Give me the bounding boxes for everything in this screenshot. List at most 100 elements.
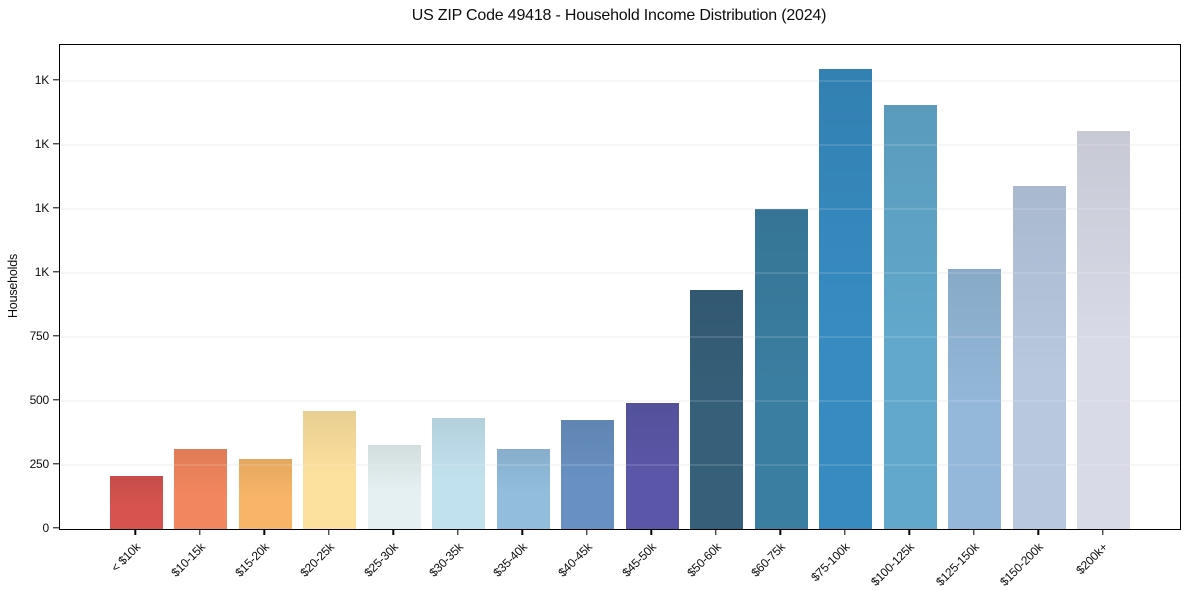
bar-slot — [943, 45, 1008, 529]
gridline-overlay — [60, 144, 1180, 146]
gridline-overlay — [60, 272, 1180, 274]
bar-slot — [104, 45, 169, 529]
gridline — [60, 80, 1180, 82]
y-tick-mark — [53, 271, 59, 273]
x-tick-mark — [779, 529, 781, 535]
bar-25-30k — [367, 444, 421, 529]
bar-60-75k — [754, 209, 808, 529]
gridline — [60, 464, 1180, 466]
bar-30-35k — [432, 418, 486, 529]
gridline-overlay — [60, 80, 1180, 82]
x-tick-mark — [715, 529, 717, 535]
x-tick-label: $100-125k — [868, 540, 918, 589]
x-tick-label: $45-50k — [619, 540, 660, 580]
bar-50-60k — [690, 289, 744, 529]
bar-10-15k — [174, 449, 228, 529]
bar-slot — [233, 45, 298, 529]
x-tick-mark — [328, 529, 330, 535]
bar-slot — [169, 45, 234, 529]
bar-slot — [556, 45, 621, 529]
gridline — [60, 144, 1180, 146]
x-tick-mark — [908, 529, 910, 535]
bar-75-100k — [819, 68, 873, 529]
bar-10k — [109, 475, 163, 529]
y-tick-mark — [53, 207, 59, 209]
gridline-overlay — [60, 400, 1180, 402]
y-tick-mark — [53, 335, 59, 337]
x-tick-mark — [586, 529, 588, 535]
x-tick-label: $50-60k — [684, 540, 724, 580]
y-tick-label: 250 — [29, 456, 50, 471]
y-tick-label: 750 — [29, 328, 50, 343]
x-tick-mark — [199, 529, 201, 535]
x-tick-mark — [134, 529, 136, 535]
x-tick-mark — [973, 529, 975, 535]
y-tick-label: 1K — [34, 136, 49, 151]
x-tick-label: $30-35k — [426, 540, 466, 580]
bar-100-125k — [883, 105, 937, 529]
bar-slot — [814, 45, 879, 529]
y-tick-mark — [53, 527, 59, 529]
x-tick-label: $200k+ — [1073, 540, 1111, 578]
bar-slot — [1007, 45, 1072, 529]
bar-slot — [362, 45, 427, 529]
gridline-overlay — [60, 336, 1180, 338]
gridline-overlay — [60, 208, 1180, 210]
x-tick-label: $20-25k — [297, 540, 337, 580]
x-tick-label: $60-75k — [748, 540, 789, 580]
bars-layer — [60, 45, 1180, 529]
y-tick-label: 1K — [34, 264, 49, 279]
x-tick-mark — [392, 529, 394, 535]
gridline-overlay — [60, 464, 1180, 466]
x-tick-label: $75-100k — [808, 540, 853, 585]
plot-area — [59, 44, 1181, 530]
x-tick-label: < $10k — [108, 540, 144, 575]
bar-slot — [491, 45, 556, 529]
bar-slot — [749, 45, 814, 529]
bar-slot — [685, 45, 750, 529]
x-tick-mark — [1102, 529, 1104, 535]
x-tick-label: $10-15k — [168, 540, 208, 580]
bar-125-150k — [948, 268, 1002, 529]
x-tick-mark — [521, 529, 523, 535]
x-tick-label: $125-150k — [932, 540, 982, 589]
x-tick-label: $150-200k — [997, 540, 1047, 589]
bar-slot — [878, 45, 943, 529]
x-tick-mark — [650, 529, 652, 535]
y-tick-mark — [53, 463, 59, 465]
x-tick-mark — [457, 529, 459, 535]
x-tick-label: $25-30k — [361, 540, 402, 580]
y-tick-mark — [53, 399, 59, 401]
chart-title: US ZIP Code 49418 - Household Income Dis… — [411, 7, 827, 24]
x-axis: < $10k $10-15k $15-20k $20-25k $25-30k $30-35… — [59, 529, 1179, 590]
y-tick-mark — [53, 143, 59, 145]
y-tick-label: 0 — [42, 521, 50, 535]
y-tick-label: 500 — [29, 392, 50, 407]
gridline — [60, 336, 1180, 338]
gridline — [60, 272, 1180, 274]
x-tick-mark — [844, 529, 846, 535]
bar-slot — [427, 45, 492, 529]
x-tick-label: $35-40k — [490, 540, 531, 580]
bar-slot — [1072, 45, 1137, 529]
bar-200k+ — [1077, 131, 1131, 529]
bar-150-200k — [1012, 185, 1066, 529]
x-tick-label: $40-45k — [555, 540, 595, 580]
y-tick-label: 1K — [34, 72, 49, 87]
x-tick-mark — [263, 529, 265, 535]
x-tick-mark — [1037, 529, 1039, 535]
gridline — [60, 208, 1180, 210]
bar-15-20k — [238, 458, 292, 529]
bar-20-25k — [303, 411, 357, 529]
bar-40-45k — [561, 420, 615, 529]
bar-slot — [620, 45, 685, 529]
gridline — [60, 400, 1180, 402]
bar-slot — [298, 45, 363, 529]
y-tick-label: 1K — [34, 200, 49, 215]
bar-35-40k — [496, 449, 550, 529]
x-tick-label: $15-20k — [232, 540, 273, 580]
bar-45-50k — [625, 403, 679, 529]
y-tick-mark — [53, 79, 59, 81]
y-axis: 0 250 500 750 1K 1K 1K 1K — [0, 44, 59, 535]
